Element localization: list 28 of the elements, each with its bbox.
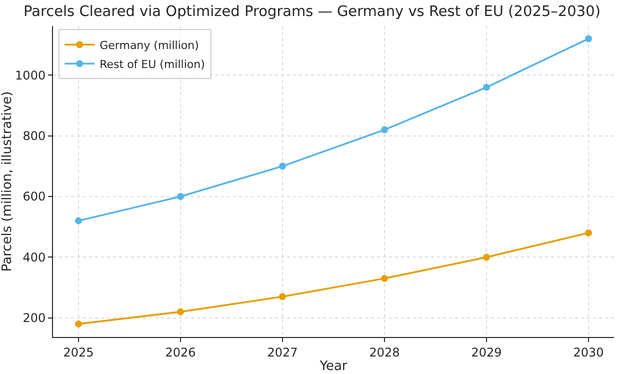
y-tick-label: 400 <box>22 250 46 264</box>
point <box>279 293 286 300</box>
point <box>177 193 184 200</box>
x-tick-label: 2026 <box>165 345 196 360</box>
point <box>381 274 388 282</box>
point <box>483 84 490 91</box>
point <box>177 308 184 316</box>
y-axis-title: Parcels (million, illustrative) <box>0 91 15 272</box>
chart-title: Parcels Cleared via Optimized Programs — Germany vs Rest of EU (2025–2030) <box>24 4 600 20</box>
y-tick-label: 1000 <box>15 68 46 82</box>
point <box>585 35 592 42</box>
y-tick-label: 600 <box>22 190 46 204</box>
point <box>75 320 82 328</box>
x-tick-label: 2029 <box>471 345 502 360</box>
legend-label: Germany (million) <box>100 38 199 52</box>
x-tick-label: 2030 <box>573 345 604 360</box>
point <box>585 229 592 236</box>
point <box>483 254 490 261</box>
point <box>279 162 286 170</box>
x-axis-title: Year <box>318 359 348 374</box>
x-tick-label: 2027 <box>267 345 298 360</box>
y-tick-label: 200 <box>22 311 46 326</box>
y-tick-label: 800 <box>22 129 46 144</box>
x-tick-label: 2025 <box>63 345 94 360</box>
x-tick-label: 2028 <box>369 345 400 360</box>
point <box>381 126 388 134</box>
point <box>75 217 82 224</box>
legend-label: Rest of EU (million) <box>100 58 205 71</box>
